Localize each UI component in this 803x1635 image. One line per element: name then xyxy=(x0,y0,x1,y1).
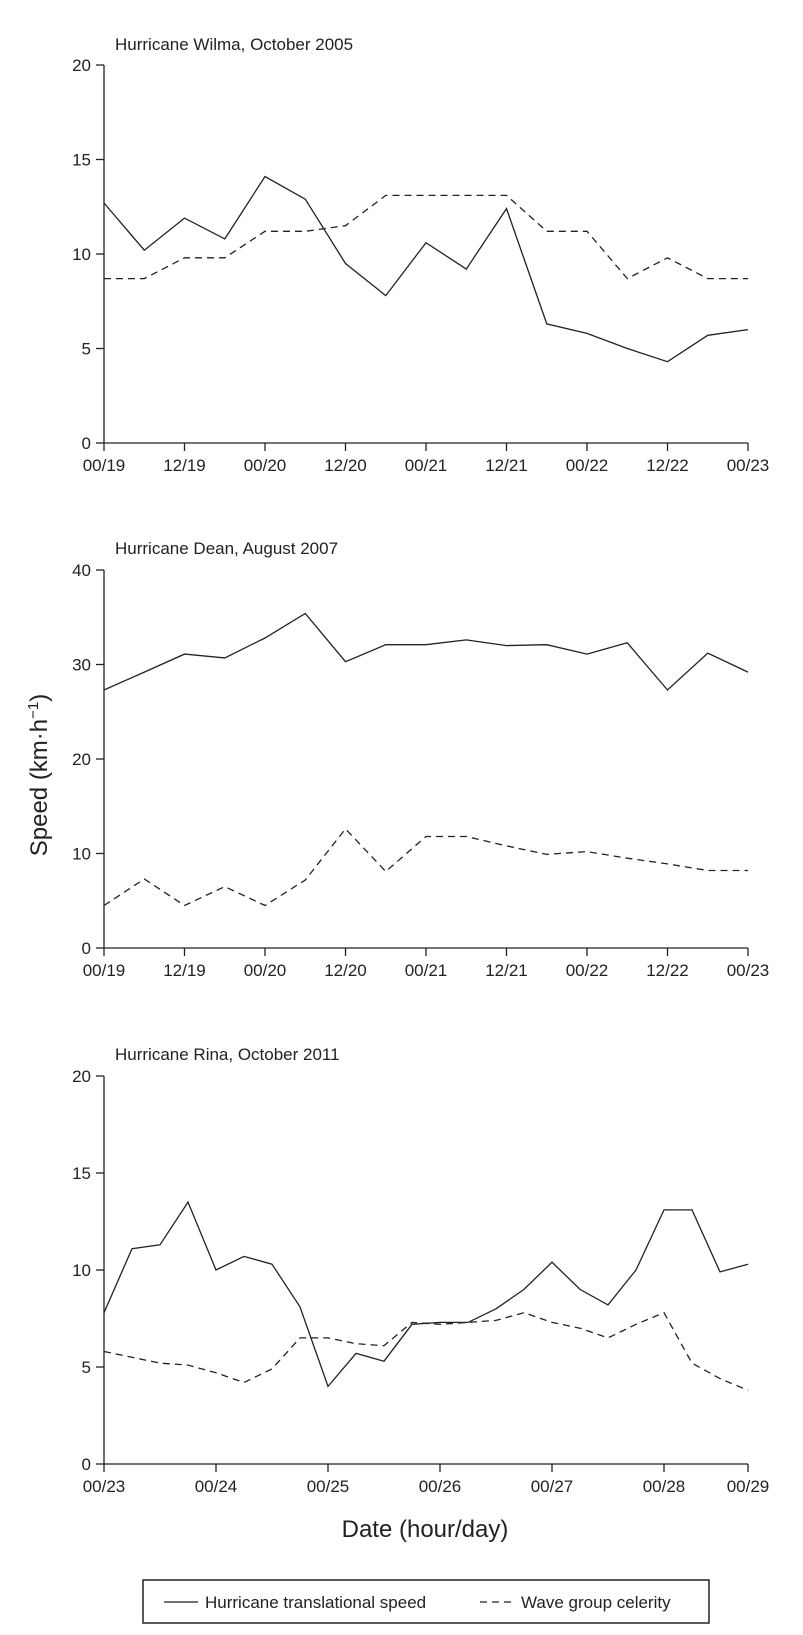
x-tick-label: 00/19 xyxy=(83,961,126,980)
translational-speed-line-rina xyxy=(103,1200,749,1388)
y-tick-label: 0 xyxy=(82,434,91,453)
chart-title-wilma: Hurricane Wilma, October 2005 xyxy=(115,35,353,54)
y-tick-label: 20 xyxy=(72,56,91,75)
x-tick-label: 00/23 xyxy=(727,456,770,475)
y-tick-label: 15 xyxy=(72,151,91,170)
y-tick-label: 10 xyxy=(72,1261,91,1280)
x-tick-label: 12/21 xyxy=(485,961,528,980)
x-tick-label: 12/19 xyxy=(163,456,206,475)
panel-dean: Hurricane Dean, August 2007 0 10 20 30 40 00/1… xyxy=(72,539,769,980)
x-axis-title: Date (hour/day) xyxy=(342,1516,509,1543)
y-tick-label: 0 xyxy=(82,1455,91,1474)
y-tick-label: 5 xyxy=(82,1358,91,1377)
chart-title-rina: Hurricane Rina, October 2011 xyxy=(115,1045,340,1064)
chart-title-dean: Hurricane Dean, August 2007 xyxy=(115,539,338,558)
panel-wilma: Hurricane Wilma, October 2005 0 5 10 15 20 00/… xyxy=(72,35,769,475)
x-tick-label: 12/20 xyxy=(324,961,367,980)
x-tick-label: 00/21 xyxy=(405,456,448,475)
x-tick-label: 12/19 xyxy=(163,961,206,980)
legend: Hurricane translational speed Wave group… xyxy=(142,1579,710,1624)
y-tick-label: 5 xyxy=(82,340,91,359)
y-tick-label: 20 xyxy=(72,750,91,769)
y-tick-label: 0 xyxy=(82,939,91,958)
x-tick-label: 00/24 xyxy=(195,1477,238,1496)
x-tick-label: 00/27 xyxy=(531,1477,574,1496)
x-tick-label: 00/19 xyxy=(83,456,126,475)
y-tick-label: 10 xyxy=(72,845,91,864)
y-tick-label: 40 xyxy=(72,561,91,580)
x-tick-label: 00/21 xyxy=(405,961,448,980)
panel-rina: Hurricane Rina, October 2011 0 5 10 15 20 00/2… xyxy=(72,1045,769,1496)
y-tick-label: 10 xyxy=(72,245,91,264)
wave-celerity-line-rina xyxy=(103,1311,749,1391)
y-axis-title: Speed (km·h−1) xyxy=(25,694,53,857)
x-tick-label: 00/26 xyxy=(419,1477,462,1496)
x-tick-label: 00/25 xyxy=(307,1477,350,1496)
y-tick-label: 15 xyxy=(72,1164,91,1183)
x-tick-label: 00/20 xyxy=(244,456,287,475)
wave-celerity-line-dean xyxy=(103,827,748,907)
x-tick-label: 00/23 xyxy=(83,1477,126,1496)
legend-dashed-label: Wave group celerity xyxy=(521,1593,671,1612)
legend-solid-label: Hurricane translational speed xyxy=(205,1593,426,1612)
x-tick-label: 00/22 xyxy=(566,961,609,980)
x-tick-label: 12/20 xyxy=(324,456,367,475)
translational-speed-line-dean xyxy=(103,612,749,691)
x-tick-label: 00/22 xyxy=(566,456,609,475)
x-tick-label: 00/29 xyxy=(727,1477,770,1496)
x-tick-label: 12/22 xyxy=(646,961,689,980)
x-tick-label: 12/22 xyxy=(646,456,689,475)
wave-celerity-line-wilma xyxy=(104,194,748,280)
translational-speed-line-wilma xyxy=(103,175,749,363)
x-tick-label: 00/28 xyxy=(643,1477,686,1496)
y-tick-label: 30 xyxy=(72,656,91,675)
x-tick-label: 00/23 xyxy=(727,961,770,980)
legend-box xyxy=(142,1579,710,1624)
y-tick-label: 20 xyxy=(72,1067,91,1086)
x-tick-label: 12/21 xyxy=(485,456,528,475)
x-tick-label: 00/20 xyxy=(244,961,287,980)
